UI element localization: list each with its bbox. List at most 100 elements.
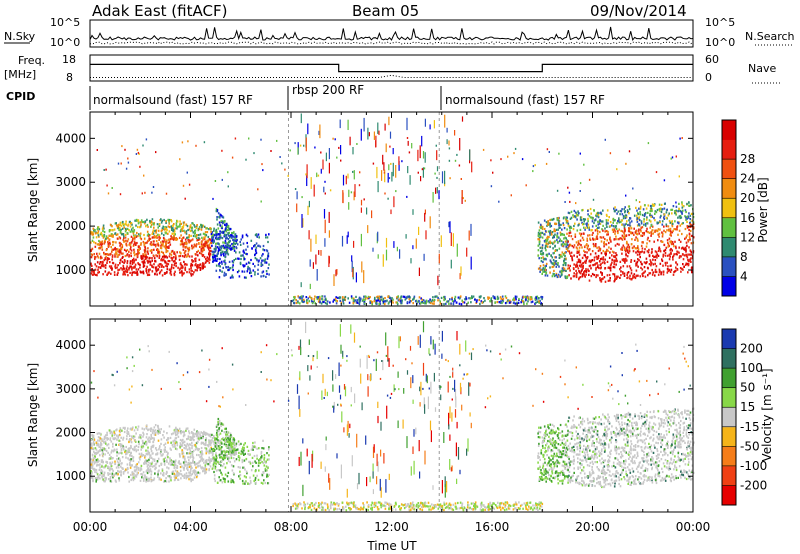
echo-cell	[200, 252, 203, 255]
echo-cell	[212, 448, 215, 451]
echo-cell	[138, 252, 141, 255]
echo-cell	[494, 301, 496, 304]
echo-cell	[605, 223, 608, 226]
echo-cell	[445, 302, 447, 305]
echo-cell	[648, 272, 650, 275]
echo-cell	[586, 224, 588, 227]
echo-cell	[293, 302, 296, 305]
echo-cell	[655, 265, 658, 268]
echo-cell	[670, 234, 672, 237]
echo-cell	[224, 437, 227, 440]
echo-cell	[151, 218, 154, 221]
echo-cell	[407, 140, 409, 146]
echo-cell	[644, 222, 647, 225]
echo-cell	[563, 243, 566, 246]
echo-cell	[90, 465, 93, 468]
echo-cell	[147, 268, 150, 271]
echo-cell	[692, 236, 695, 239]
echo-cell	[323, 186, 325, 193]
freq-label-line2: [MHz]	[4, 68, 36, 81]
echo-cell	[340, 145, 342, 155]
echo-cell	[175, 257, 177, 260]
echo-cell	[561, 255, 563, 258]
echo-cell	[92, 236, 95, 239]
echo-cell	[199, 455, 201, 459]
echo-cell	[451, 300, 454, 303]
echo-cell	[601, 273, 603, 276]
echo-cell	[219, 432, 222, 435]
echo-cell	[340, 301, 343, 304]
echo-cell	[181, 452, 184, 455]
echo-cell	[142, 471, 145, 474]
echo-cell	[101, 246, 103, 249]
echo-cell	[578, 246, 581, 249]
echo-cell	[382, 300, 385, 303]
echo-cell	[205, 449, 208, 453]
echo-cell	[157, 252, 159, 255]
echo-cell	[540, 260, 543, 263]
echo-cell	[513, 152, 515, 155]
echo-cell	[106, 184, 108, 187]
echo-cell	[552, 265, 555, 268]
echo-cell	[509, 299, 511, 302]
echo-cell	[682, 263, 684, 266]
echo-cell	[128, 458, 131, 461]
echo-cell	[580, 234, 582, 237]
echo-cell	[210, 446, 212, 449]
echo-cell	[444, 298, 446, 301]
echo-cell	[135, 268, 138, 271]
echo-cell	[581, 236, 584, 239]
echo-cell	[468, 230, 470, 241]
echo-cell	[635, 275, 638, 278]
echo-cell	[188, 234, 190, 237]
echo-cell	[582, 267, 584, 270]
echo-cell	[645, 257, 648, 260]
echo-cell	[355, 272, 357, 283]
echo-cell	[661, 258, 663, 261]
echo-cell	[104, 440, 107, 443]
echo-cell	[133, 271, 136, 274]
echo-cell	[343, 298, 346, 301]
echo-cell	[406, 301, 409, 304]
echo-cell	[203, 256, 206, 259]
echo-cell	[674, 220, 676, 223]
echo-cell	[133, 234, 135, 237]
echo-cell	[145, 443, 148, 446]
echo-cell	[299, 144, 302, 147]
echo-cell	[582, 264, 584, 268]
echo-cell	[130, 241, 133, 244]
echo-cell	[349, 136, 351, 146]
echo-cell	[259, 257, 262, 260]
echo-cell	[207, 433, 210, 436]
echo-cell	[307, 205, 309, 216]
echo-cell	[675, 245, 677, 248]
echo-cell	[538, 297, 540, 300]
echo-cell	[655, 171, 658, 174]
echo-cell	[315, 254, 317, 265]
echo-cell	[579, 261, 582, 264]
echo-cell	[152, 222, 155, 225]
echo-cell	[388, 296, 391, 299]
echo-cell	[149, 256, 151, 260]
echo-cell	[667, 265, 669, 268]
echo-cell	[294, 295, 296, 299]
echo-cell	[141, 260, 144, 263]
echo-cell	[565, 237, 567, 240]
echo-cell	[573, 272, 575, 275]
echo-cell	[686, 215, 689, 218]
echo-cell	[333, 274, 335, 287]
echo-cell	[117, 269, 119, 272]
echo-cell	[184, 266, 187, 269]
echo-cell	[203, 248, 205, 251]
echo-cell	[175, 237, 178, 240]
echo-cell	[204, 443, 206, 446]
echo-cell	[169, 436, 172, 439]
echo-cell	[358, 303, 361, 306]
echo-cell	[396, 303, 399, 306]
echo-cell	[549, 218, 551, 222]
echo-cell	[302, 300, 305, 304]
echo-cell	[174, 252, 176, 256]
echo-cell	[137, 468, 140, 471]
echo-cell	[114, 266, 117, 270]
echo-cell	[603, 242, 605, 245]
